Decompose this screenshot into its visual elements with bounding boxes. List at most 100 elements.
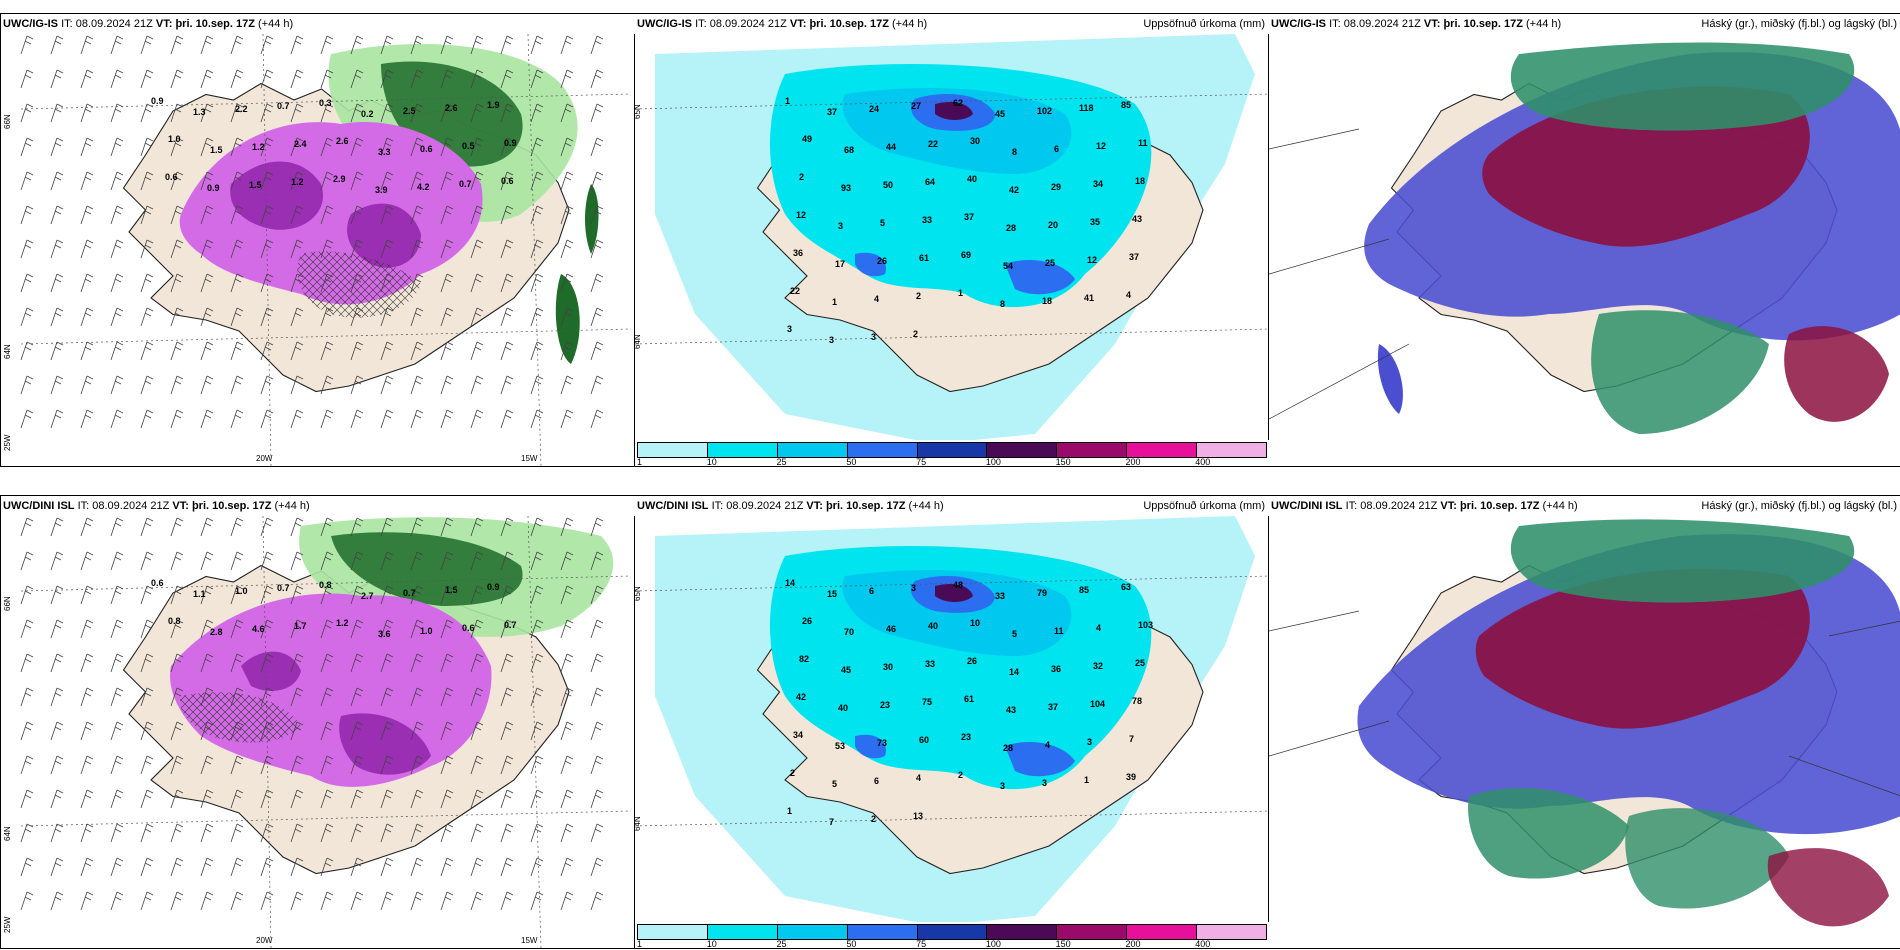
wind-barb-icon: [470, 103, 484, 123]
wind-barb-icon: [230, 307, 244, 327]
value-label: 6: [1054, 144, 1059, 154]
wind-barb-icon: [530, 171, 544, 191]
wind-barb-icon: [350, 341, 364, 361]
wind-barb-icon: [20, 137, 34, 157]
wind-barb-icon: [560, 205, 574, 225]
wind-barb-icon: [110, 375, 124, 395]
wind-barb-icon: [170, 273, 184, 293]
wind-barb-icon: [80, 857, 94, 877]
wind-barb-icon: [470, 239, 484, 259]
value-label: 53: [835, 741, 845, 751]
wind-barb-icon: [170, 239, 184, 259]
wind-barb-icon: [470, 273, 484, 293]
wind-barb-icon: [290, 69, 304, 89]
value-label: 3: [1000, 781, 1005, 791]
wind-barb-icon: [110, 619, 124, 639]
wind-barb-icon: [440, 205, 454, 225]
wind-barb-icon: [290, 619, 304, 639]
wind-barb-icon: [380, 619, 394, 639]
value-label: 1.0: [420, 626, 433, 636]
wind-barb-icon: [20, 171, 34, 191]
value-label: 73: [877, 738, 887, 748]
wind-barb-icon: [380, 823, 394, 843]
wind-barb-icon: [260, 891, 274, 911]
value-label: 15: [827, 589, 837, 599]
wind-barb-icon: [350, 653, 364, 673]
wind-barb-icon: [470, 205, 484, 225]
wind-barb-icon: [440, 307, 454, 327]
value-label: 2.5: [403, 106, 416, 116]
map-panel-bottom-right: UWC/DINI ISL IT: 08.09.2024 21Z VT: þri.…: [1268, 495, 1900, 949]
wind-barb-icon: [50, 721, 64, 741]
value-label: 82: [799, 654, 809, 664]
value-label: 45: [841, 665, 851, 675]
wind-barb-icon: [410, 171, 424, 191]
value-label: 102: [1037, 106, 1052, 116]
colorbar-tick: 150: [1055, 939, 1071, 949]
wind-barb-icon: [20, 35, 34, 55]
wind-barb-icon: [50, 69, 64, 89]
wind-barb-icon: [170, 789, 184, 809]
wind-barb-icon: [560, 341, 574, 361]
value-label: 2.6: [336, 136, 349, 146]
map-panel-bottom-left: UWC/DINI ISL IT: 08.09.2024 21Z VT: þri.…: [0, 495, 636, 949]
value-label: 4: [916, 773, 921, 783]
wind-barb-icon: [110, 721, 124, 741]
wind-barb-icon: [140, 341, 154, 361]
value-label: 85: [1079, 585, 1089, 595]
value-label: 40: [967, 174, 977, 184]
value-label: 2: [958, 770, 963, 780]
value-label: 33: [995, 591, 1005, 601]
wind-barb-icon: [410, 239, 424, 259]
wind-barb-icon: [200, 205, 214, 225]
value-label: 6: [869, 586, 874, 596]
wind-barb-icon: [320, 137, 334, 157]
value-label: 0.6: [462, 623, 475, 633]
wind-barb-icon: [230, 551, 244, 571]
value-label: 1.7: [294, 621, 307, 631]
colorbar-swatch: [917, 443, 988, 457]
value-label: 104: [1090, 699, 1105, 709]
wind-barb-icon: [590, 653, 604, 673]
value-label: 43: [1132, 214, 1142, 224]
wind-barb-icon: [440, 721, 454, 741]
wind-barb-icon: [20, 857, 34, 877]
colorbar-swatch: [707, 443, 778, 457]
value-label: 3: [838, 221, 843, 231]
wind-barb-icon: [410, 409, 424, 429]
lat-label: 25W: [3, 434, 12, 451]
wind-barb-icon: [500, 789, 514, 809]
colorbar-tick: 1: [637, 457, 643, 467]
value-label: 37: [827, 107, 837, 117]
wind-barb-icon: [410, 273, 424, 293]
colorbar-tick: 200: [1125, 939, 1141, 949]
wind-barb-icon: [530, 375, 544, 395]
wind-barb-icon: [110, 239, 124, 259]
wind-barb-icon: [350, 137, 364, 157]
wind-barb-icon: [320, 619, 334, 639]
wind-barb-icon: [470, 721, 484, 741]
wind-barb-icon: [350, 103, 364, 123]
wind-barb-icon: [530, 341, 544, 361]
value-label: 85: [1121, 100, 1131, 110]
wind-barb-icon: [230, 789, 244, 809]
value-label: 3: [787, 324, 792, 334]
wind-barb-icon: [110, 171, 124, 191]
wind-barb-icon: [410, 375, 424, 395]
wind-barb-icon: [590, 171, 604, 191]
panel-header: UWC/IG-IS IT: 08.09.2024 21Z VT: þri. 10…: [635, 14, 1269, 34]
wind-barb-icon: [80, 517, 94, 537]
wind-barb-icon: [200, 375, 214, 395]
value-label: 70: [844, 627, 854, 637]
wind-barb-icon: [140, 517, 154, 537]
wind-barb-icon: [290, 585, 304, 605]
wind-barb-icon: [530, 551, 544, 571]
wind-barb-icon: [140, 137, 154, 157]
value-label: 40: [928, 621, 938, 631]
wind-barb-icon: [170, 35, 184, 55]
wind-barb-icon: [470, 35, 484, 55]
wind-barb-icon: [260, 171, 274, 191]
value-label: 3.6: [378, 629, 391, 639]
wind-barb-icon: [530, 205, 544, 225]
colorbar-tick: 75: [916, 457, 927, 467]
